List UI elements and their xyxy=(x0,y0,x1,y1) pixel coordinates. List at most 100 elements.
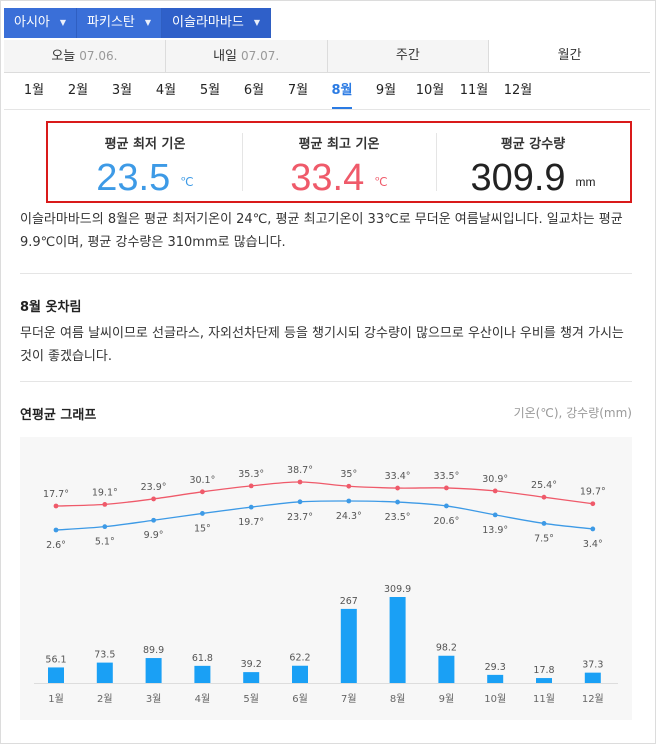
clothing-text: 무더운 여름 날씨이므로 선글라스, 자외선차단제 등을 챙기시되 강수량이 많… xyxy=(20,326,624,364)
summary-value-wrap: 33.4 ℃ xyxy=(242,156,436,200)
min-temp-label: 19.7° xyxy=(238,517,264,528)
month-tab-3[interactable]: 3월 xyxy=(111,83,133,98)
divider xyxy=(20,381,632,382)
breadcrumb-item-city[interactable]: 이슬라마바드 ▼ xyxy=(162,8,271,38)
summary-value: 33.4 xyxy=(290,157,365,199)
min-temp-label: 15° xyxy=(194,523,211,534)
max-temp-label: 17.7° xyxy=(43,489,69,500)
month-tab-2[interactable]: 2월 xyxy=(67,83,89,98)
summary-label: 평균 최저 기온 xyxy=(104,137,186,152)
precip-label: 62.2 xyxy=(289,653,310,664)
annual-chart: 17.7° 19.1° 23.9° 30.1° 35.3° 38.7° 35° 33.4° 33… xyxy=(20,437,632,720)
min-temp-point xyxy=(590,526,596,532)
x-tick-label: 10월 xyxy=(484,693,506,705)
min-temp-label: 3.4° xyxy=(583,539,603,550)
max-temp-label: 33.4° xyxy=(385,471,411,482)
summary-unit: ℃ xyxy=(374,175,388,189)
min-temp-point xyxy=(346,498,352,504)
min-temp-label: 23.7° xyxy=(287,512,313,523)
month-tab-7[interactable]: 7월 xyxy=(287,83,309,98)
max-temp-label: 35.3° xyxy=(238,469,264,480)
month-tab-10[interactable]: 10월 xyxy=(415,83,445,98)
max-temp-line xyxy=(55,481,593,507)
precip-bar xyxy=(96,662,113,683)
month-tab-9[interactable]: 9월 xyxy=(375,83,397,98)
month-tab-6[interactable]: 6월 xyxy=(243,83,265,98)
tab-tomorrow[interactable]: 내일 07.07. xyxy=(165,40,328,72)
breadcrumb-item-country[interactable]: 파키스탄 ▼ xyxy=(77,8,163,38)
precip-bar xyxy=(145,658,162,683)
max-temp-point xyxy=(102,502,108,507)
min-temp-label: 2.6° xyxy=(46,540,66,551)
month-selector: 1월 2월 3월 4월 5월 6월 7월 8월 9월 10월 11월 12월 xyxy=(4,73,650,110)
max-temp-label: 35° xyxy=(340,469,357,480)
precip-bar xyxy=(487,674,504,683)
tab-monthly[interactable]: 월간 xyxy=(489,40,650,72)
precip-label: 73.5 xyxy=(94,650,115,661)
precip-bar xyxy=(340,608,357,683)
x-tick-label: 1월 xyxy=(48,693,64,705)
max-temp-point xyxy=(200,489,205,495)
max-temp-point xyxy=(541,494,547,500)
max-temp-point xyxy=(53,503,59,509)
precip-label: 39.2 xyxy=(241,659,262,670)
tab-label: 주간 xyxy=(395,48,420,63)
precip-label: 29.3 xyxy=(485,662,506,673)
precip-label: 61.8 xyxy=(192,653,213,664)
min-temp-label: 20.6° xyxy=(433,516,459,527)
x-tick-label: 2월 xyxy=(97,693,113,705)
max-temp-point xyxy=(248,483,254,489)
breadcrumb-item-continent[interactable]: 아시아 ▼ xyxy=(4,8,78,38)
x-tick-label: 12월 xyxy=(582,693,604,705)
max-temp-point xyxy=(395,485,400,491)
tab-date: 07.06. xyxy=(79,49,118,63)
precip-bar xyxy=(389,597,406,683)
x-tick-label: 7월 xyxy=(341,693,357,705)
min-temp-point xyxy=(541,521,547,526)
chevron-down-icon: ▼ xyxy=(59,18,67,27)
min-temp-point xyxy=(297,499,303,505)
summary-value: 23.5 xyxy=(96,157,171,199)
max-temp-label: 19.1° xyxy=(92,487,118,498)
summary-value: 309.9 xyxy=(470,157,566,199)
x-tick-label: 11월 xyxy=(533,693,555,705)
min-temp-label: 9.9° xyxy=(144,530,164,541)
summary-value-wrap: 23.5 ℃ xyxy=(48,156,242,200)
precip-bar xyxy=(48,667,64,683)
breadcrumb-label: 이슬라마바드 xyxy=(172,15,244,30)
min-temp-point xyxy=(102,524,108,530)
month-tab-12[interactable]: 12월 xyxy=(503,83,533,98)
tab-today[interactable]: 오늘 07.06. xyxy=(4,40,166,72)
min-temp-line xyxy=(55,500,593,531)
month-tab-8[interactable]: 8월 xyxy=(320,73,364,109)
precip-label: 89.9 xyxy=(143,645,164,656)
precip-label: 309.9 xyxy=(384,584,411,595)
summary-label: 평균 강수량 xyxy=(500,137,566,152)
min-temp-point xyxy=(200,511,205,516)
precip-bar xyxy=(536,678,552,683)
tab-label: 월간 xyxy=(557,48,582,63)
x-tick-label: 4월 xyxy=(195,693,211,705)
breadcrumb: 아시아 ▼ 파키스탄 ▼ 이슬라마바드 ▼ xyxy=(4,8,271,38)
min-temp-point xyxy=(151,517,157,523)
tab-weekly[interactable]: 주간 xyxy=(327,40,490,72)
max-temp-point xyxy=(346,483,352,489)
month-tab-4[interactable]: 4월 xyxy=(155,83,177,98)
summary-max-temp: 평균 최고 기온 33.4 ℃ xyxy=(242,123,436,201)
precip-label: 98.2 xyxy=(436,643,457,654)
tab-label: 내일 xyxy=(213,49,237,64)
x-tick-label: 3월 xyxy=(146,693,162,705)
min-temp-point xyxy=(53,527,59,533)
chart-title: 연평균 그래프 xyxy=(20,408,97,423)
min-temp-label: 13.9° xyxy=(482,525,508,536)
min-temp-label: 24.3° xyxy=(336,511,362,522)
max-temp-point xyxy=(492,488,498,494)
min-temp-point xyxy=(395,499,400,505)
max-temp-label: 25.4° xyxy=(531,480,557,491)
x-tick-label: 9월 xyxy=(439,693,455,705)
month-tab-5[interactable]: 5월 xyxy=(199,83,221,98)
month-tab-1[interactable]: 1월 xyxy=(23,83,45,98)
x-tick-label: 8월 xyxy=(390,693,406,705)
precip-bar xyxy=(438,655,455,683)
month-tab-11[interactable]: 11월 xyxy=(459,83,489,98)
